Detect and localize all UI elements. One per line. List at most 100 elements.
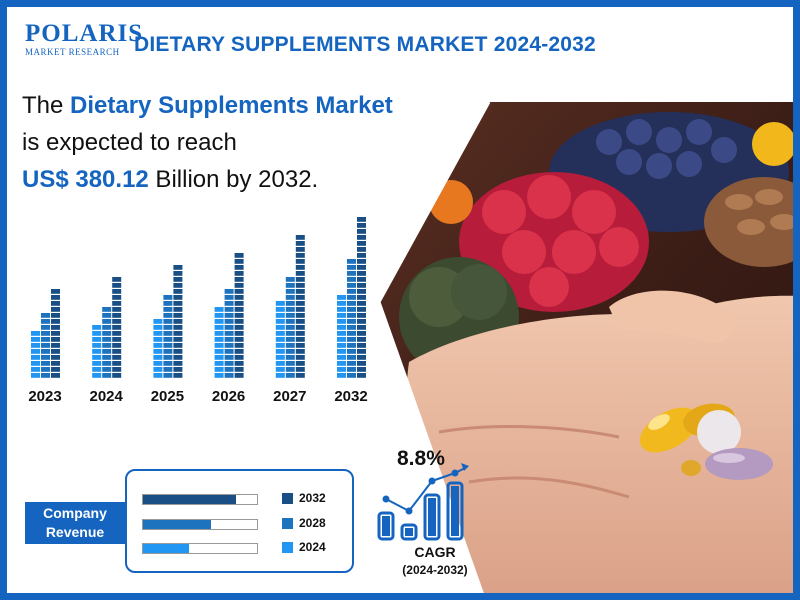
headline-text-3: Billion by 2032. [148, 166, 319, 193]
bar-segment-2023-s2 [41, 361, 50, 366]
bar-segment-2032-s2 [347, 307, 356, 312]
bar-segment-2025-s3 [173, 283, 183, 288]
bar-segment-2023-s2 [41, 343, 50, 348]
bar-segment-2024-s3 [112, 355, 122, 360]
bar-segment-2026-s3 [234, 289, 244, 294]
bar-segment-2026-s3 [234, 337, 244, 342]
bar-segment-2032-s3 [357, 373, 366, 378]
bar-segment-2024-s1 [92, 331, 102, 336]
bar-segment-2026-s1 [214, 367, 224, 372]
bar-segment-2026-s3 [234, 331, 244, 336]
headline-line-1: The Dietary Supplements Market [22, 87, 393, 124]
bar-segment-2027-s3 [295, 235, 305, 240]
bar-segment-2032-s2 [347, 319, 356, 324]
cagr-bar-1 [377, 511, 395, 541]
bar-segment-2032-s3 [357, 325, 366, 330]
bar-segment-2024-s2 [102, 361, 112, 366]
bar-segment-2024-s2 [102, 307, 112, 312]
growth-bar-chart: 2023 2024 2025 2026 2027 2032 [28, 217, 368, 405]
bar-segment-2026-s2 [224, 319, 234, 324]
bar-segment-2023-s2 [41, 367, 50, 372]
bar-segment-2032-s3 [357, 283, 366, 288]
cagr-bar-fill-3 [428, 498, 436, 536]
brand-name: POLARIS [25, 20, 144, 47]
bar-segment-2023-s1 [31, 355, 40, 360]
bar-segment-2025-s1 [153, 367, 163, 372]
legend-swatch-2024 [282, 542, 293, 553]
bar-segment-2024-s2 [102, 319, 112, 324]
bar-segment-2032-s1 [337, 337, 346, 342]
bar-segment-2025-s2 [163, 319, 173, 324]
bar-segment-2032-s2 [347, 373, 356, 378]
bar-segment-2026-s2 [224, 307, 234, 312]
bar-segment-2027-s3 [295, 319, 305, 324]
headline-market-name: Dietary Supplements Market [70, 92, 393, 119]
bar-segment-2025-s3 [173, 295, 183, 300]
bar-segment-2027-s2 [285, 283, 295, 288]
bar-segment-2025-s3 [173, 361, 183, 366]
bar-segment-2026-s1 [214, 331, 224, 336]
bar-segment-2027-s3 [295, 361, 305, 366]
bar-segment-2027-s2 [285, 319, 295, 324]
year-label-2025: 2025 [151, 388, 184, 405]
almonds-icon [725, 189, 793, 235]
bar-segment-2026-s1 [214, 349, 224, 354]
headline-market-value: US$ 380.12 [22, 166, 149, 193]
bar-segment-2027-s3 [295, 349, 305, 354]
bar-segment-2032-s3 [357, 253, 366, 258]
bar-segment-2032-s2 [347, 325, 356, 330]
bar-segment-2024-s1 [92, 325, 102, 330]
revenue-tag: Company Revenue [25, 502, 125, 544]
bar-segment-2024-s2 [102, 337, 112, 342]
bar-segment-2032-s3 [357, 277, 366, 282]
cagr-bar-3 [423, 493, 441, 541]
bar-segment-2026-s1 [214, 361, 224, 366]
bar-segment-2026-s2 [224, 373, 234, 378]
cagr-label: CAGR [414, 544, 456, 560]
bar-segment-2023-s2 [41, 355, 50, 360]
bar-segment-2025-s2 [163, 373, 173, 378]
revenue-bar-track-2024 [142, 543, 258, 554]
bar-segment-2032-s1 [337, 343, 346, 348]
bar-segment-2026-s1 [214, 319, 224, 324]
cagr-bar-fill-1 [382, 516, 390, 536]
bar-segment-2032-s1 [337, 331, 346, 336]
bar-segment-2023-s3 [51, 367, 60, 372]
bar-segment-2026-s3 [234, 313, 244, 318]
bar-segment-2026-s3 [234, 343, 244, 348]
bar-segment-2025-s1 [153, 325, 163, 330]
bar-segment-2027-s2 [285, 289, 295, 294]
bar-segment-2026-s1 [214, 307, 224, 312]
bar-segment-2027-s1 [275, 361, 285, 366]
bar-segment-2032-s3 [357, 289, 366, 294]
legend-swatch-2032 [282, 493, 293, 504]
bar-segment-2032-s1 [337, 295, 346, 300]
bar-segment-2032-s3 [357, 229, 366, 234]
bar-segment-2024-s2 [102, 313, 112, 318]
legend-label-2032: 2032 [299, 491, 326, 505]
bar-segment-2032-s3 [357, 313, 366, 318]
bar-segment-2024-s3 [112, 337, 122, 342]
bar-segment-2032-s3 [357, 271, 366, 276]
bar-segment-2027-s2 [285, 349, 295, 354]
bar-segment-2025-s2 [163, 301, 173, 306]
bar-segment-2023-s3 [51, 319, 60, 324]
bar-segment-2027-s1 [275, 367, 285, 372]
brand-logo[interactable]: POLARIS MARKET RESEARCH [25, 20, 144, 58]
bar-segment-2027-s3 [295, 259, 305, 264]
cagr-mini-chart [377, 463, 469, 541]
bar-segment-2024-s3 [112, 277, 122, 282]
bar-segment-2026-s2 [224, 331, 234, 336]
blueberries-icon [596, 119, 737, 179]
bar-segment-2023-s3 [51, 325, 60, 330]
bar-segment-2027-s3 [295, 343, 305, 348]
bar-segment-2024-s1 [92, 355, 102, 360]
bar-segment-2024-s3 [112, 373, 122, 378]
bar-segment-2026-s3 [234, 259, 244, 264]
year-label-2023: 2023 [28, 388, 61, 405]
bar-segment-2032-s3 [357, 349, 366, 354]
bar-segment-2032-s2 [347, 331, 356, 336]
bar-segment-2032-s3 [357, 241, 366, 246]
bar-segment-2032-s2 [347, 337, 356, 342]
